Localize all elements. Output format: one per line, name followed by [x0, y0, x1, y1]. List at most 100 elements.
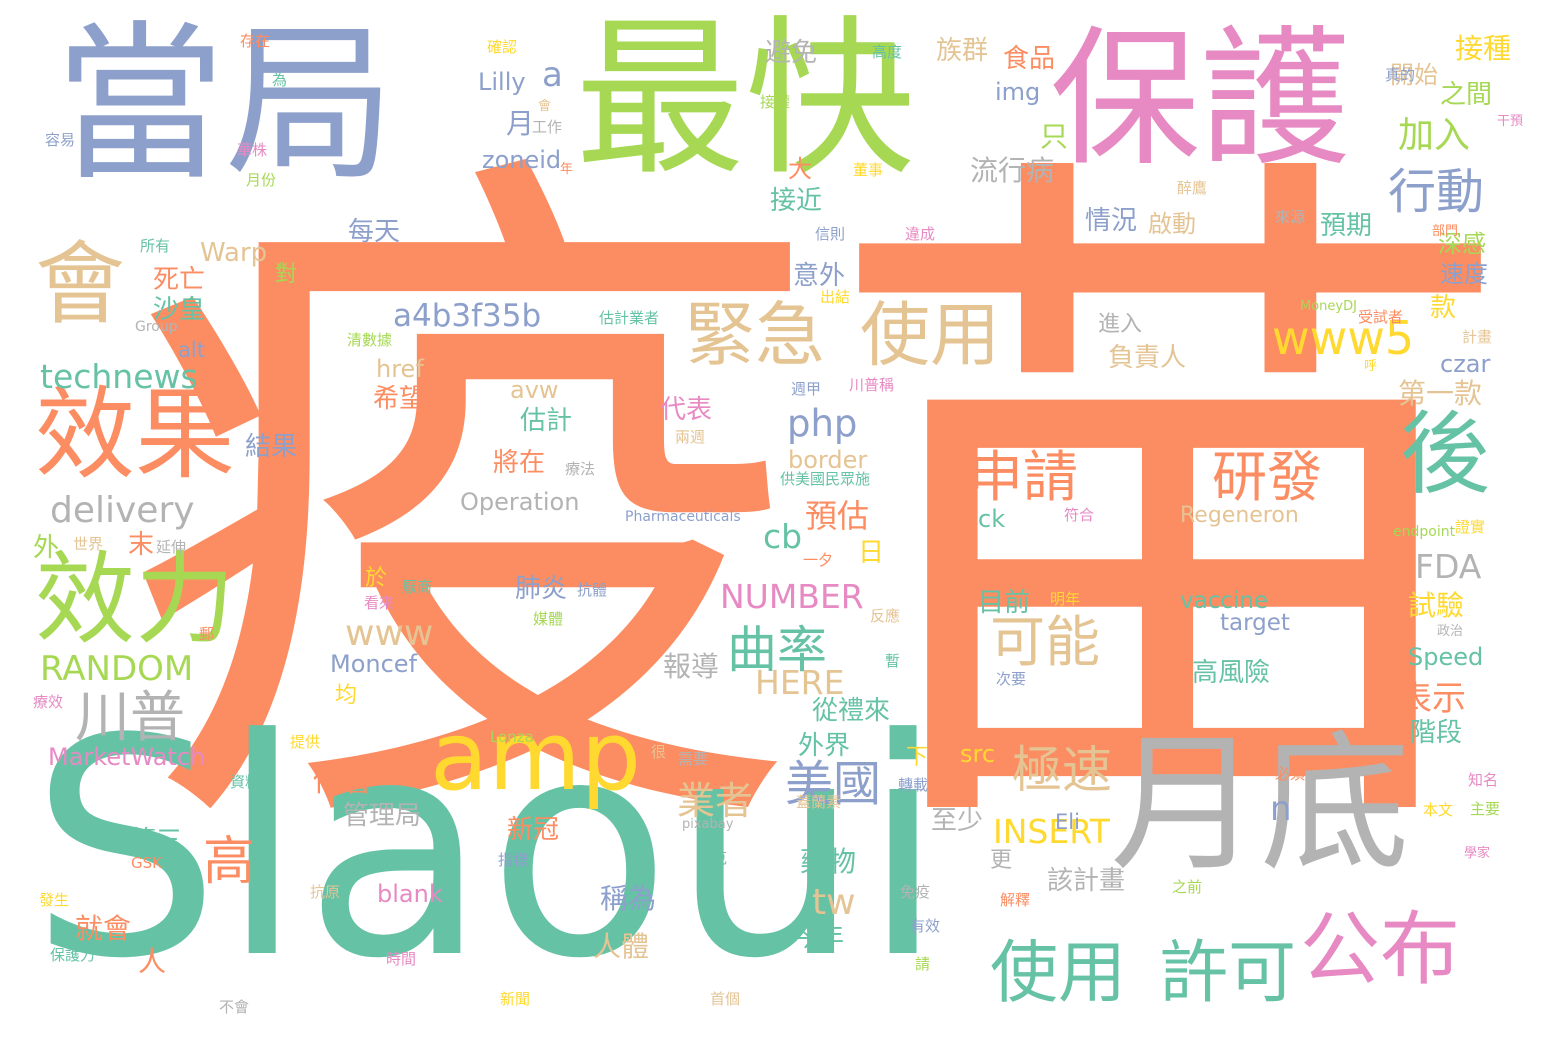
word-more: 更 [990, 848, 1013, 873]
word-stage: 階段 [1410, 718, 1463, 748]
word-a: a [542, 55, 563, 95]
word-vaccine: 疫苗 [120, 102, 1520, 917]
small-word: 首個 [710, 990, 741, 1008]
small-word: 會 [538, 99, 552, 114]
word-lilly: Lilly [478, 68, 526, 96]
word-regeneron: Regeneron [1180, 503, 1299, 528]
word-he-will: 他會 [313, 764, 373, 799]
small-word: 保護力 [50, 946, 96, 964]
word-permit: 許可 [1160, 934, 1297, 1013]
word-avoid: 避免 [765, 38, 818, 68]
word-accident: 意外 [793, 261, 846, 291]
word-protect: 保護 [1050, 13, 1351, 187]
small-word: 估計業者 [599, 309, 660, 327]
word-border: border [788, 446, 868, 474]
word-use-2: 使用 [990, 934, 1127, 1013]
small-word: 解釋 [1000, 891, 1031, 909]
word-here: HERE [755, 663, 845, 702]
small-word: 工作 [532, 118, 563, 136]
small-word: 來源 [1275, 208, 1306, 226]
word-cb: cb [763, 517, 803, 556]
small-word: 川普稱 [849, 376, 895, 394]
small-word: 必須 [1275, 765, 1306, 783]
small-word: MoneyDJ [1300, 299, 1357, 314]
small-word: 華株 [237, 141, 268, 159]
word-administration: 管理局 [343, 801, 422, 831]
small-word: 新聞 [500, 990, 531, 1008]
word-human-body: 人體 [593, 930, 650, 963]
word-random: RANDOM [40, 649, 194, 689]
word-drug: 藥物 [800, 845, 857, 878]
small-word: 延伸 [156, 538, 187, 556]
small-word: 轉載 [898, 776, 929, 794]
small-word: endpoint [1393, 524, 1456, 540]
word-this-year: 今年 [792, 923, 845, 953]
small-word: 高度 [872, 43, 903, 61]
small-word: 抗原 [310, 883, 341, 901]
small-word: 需要 [678, 750, 709, 768]
word-represent: 代表 [660, 395, 713, 425]
small-word: 兩週 [675, 428, 706, 446]
word-industry: 業者 [677, 779, 754, 823]
small-word: 看來 [364, 594, 395, 612]
word-speed: Speed [1408, 643, 1484, 671]
word-target: target [1220, 610, 1290, 636]
word-fastest: 最快 [575, 1, 916, 199]
small-word: 信則 [815, 225, 846, 243]
word-insert: INSERT [993, 812, 1110, 851]
word-vaccine-en: vaccine [1180, 588, 1269, 614]
word-apply: 申請 [968, 445, 1079, 509]
small-word: 媒體 [533, 610, 564, 628]
word-possible: 可能 [990, 610, 1101, 674]
word-covid: 新冠 [507, 815, 560, 845]
small-word: 受試者 [1358, 308, 1404, 326]
word-currently: 目前 [978, 588, 1031, 618]
small-word: pixabay [682, 817, 734, 832]
word-velocity: 速度 [1440, 260, 1488, 288]
small-word: 療法 [565, 460, 596, 478]
word-the-plan: 該計畫 [1047, 866, 1126, 896]
small-word: 呼 [1364, 359, 1378, 374]
word-at-least: 至少 [931, 806, 984, 836]
word-curvature: 曲率 [727, 621, 827, 679]
word-warp: Warp [200, 238, 268, 268]
word-near: 接近 [770, 186, 823, 216]
small-word: 之前 [1172, 878, 1203, 896]
small-word: 免疫 [900, 883, 931, 901]
small-word: 清數據 [347, 331, 393, 349]
word-first-one: 第一款 [1398, 377, 1483, 410]
small-word: 部門 [1432, 224, 1459, 239]
word-daily: 每天 [348, 217, 401, 247]
small-word: 主要 [1470, 800, 1501, 818]
word-usa: 美國 [785, 756, 882, 812]
word-deeply: 深感 [1438, 230, 1486, 258]
word-outside: 外 [33, 533, 60, 563]
word-start: 開始 [1390, 61, 1438, 89]
word-n: n [1270, 789, 1292, 829]
small-word: 抗體 [577, 581, 608, 599]
word-amp: amp [430, 702, 642, 812]
word-result: 結果 [245, 432, 298, 462]
small-word: 董事 [853, 161, 884, 179]
word-tsar: 沙皇 [153, 295, 206, 325]
small-word: 資料 [230, 773, 261, 791]
small-word: 發生 [39, 891, 70, 909]
small-word: Pharmaceuticals [625, 509, 741, 525]
word-epidemic: 流行病 [970, 154, 1055, 187]
word-vaccinate: 接種 [1455, 32, 1512, 65]
small-word: 週甲 [791, 380, 822, 398]
word-third: 第三 [130, 826, 183, 856]
small-word: Group [135, 319, 178, 335]
small-word: 時間 [386, 950, 417, 968]
small-word: 提供 [290, 733, 321, 751]
word-slaoui: Slaoui [30, 675, 945, 1024]
word-will-be: 將在 [493, 448, 546, 478]
word-responsible: 負責人 [1108, 343, 1187, 373]
word-expect: 預期 [1320, 211, 1373, 241]
word-situation: 情況 [1085, 206, 1138, 236]
word-href: href [376, 355, 424, 383]
word-pneumonia: 肺炎 [515, 574, 568, 604]
small-word: 所有 [140, 237, 171, 255]
word-www5: www5 [1272, 311, 1415, 365]
small-word: 出結 [820, 288, 851, 306]
